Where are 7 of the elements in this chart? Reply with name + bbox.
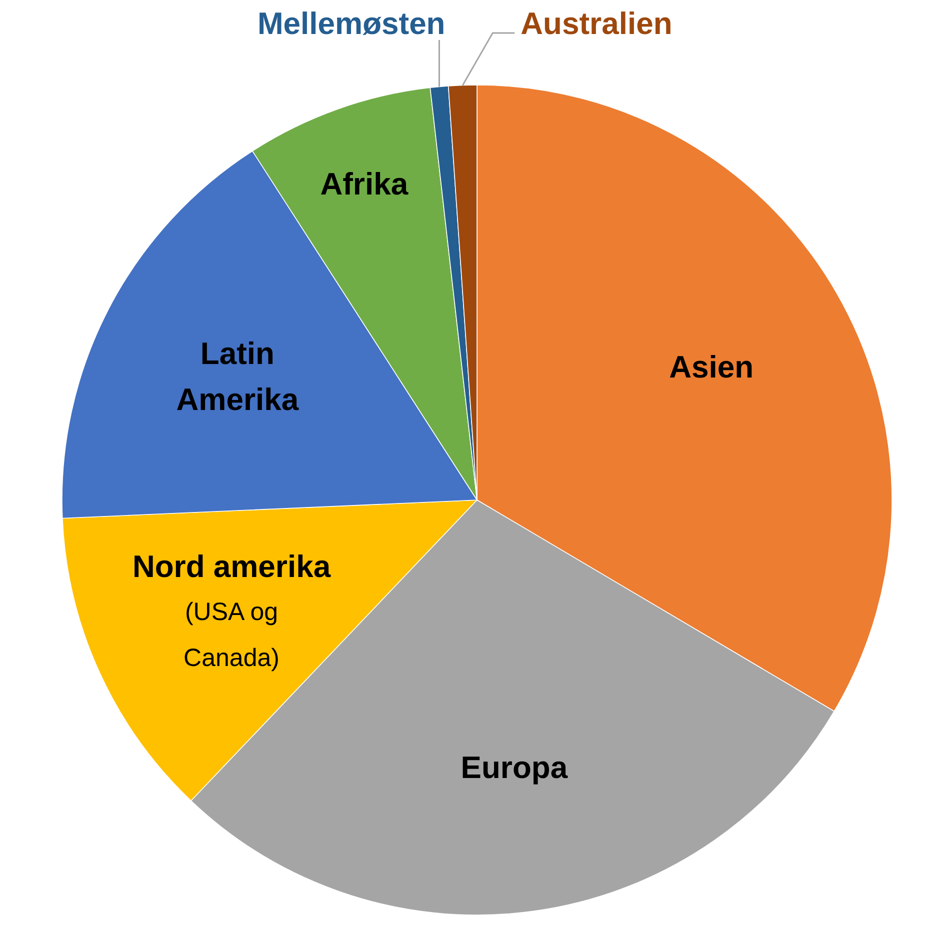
slice-label: Nord amerika (USA og Canada) <box>132 548 332 672</box>
slice-label: Latin Amerika <box>176 336 300 417</box>
slice-label: Europa <box>460 750 568 785</box>
slice-label: Asien <box>669 348 754 384</box>
slice-label: Afrika <box>320 166 409 201</box>
slice-label: Mellemøsten <box>257 6 446 40</box>
slice-label: Australien <box>520 6 672 40</box>
